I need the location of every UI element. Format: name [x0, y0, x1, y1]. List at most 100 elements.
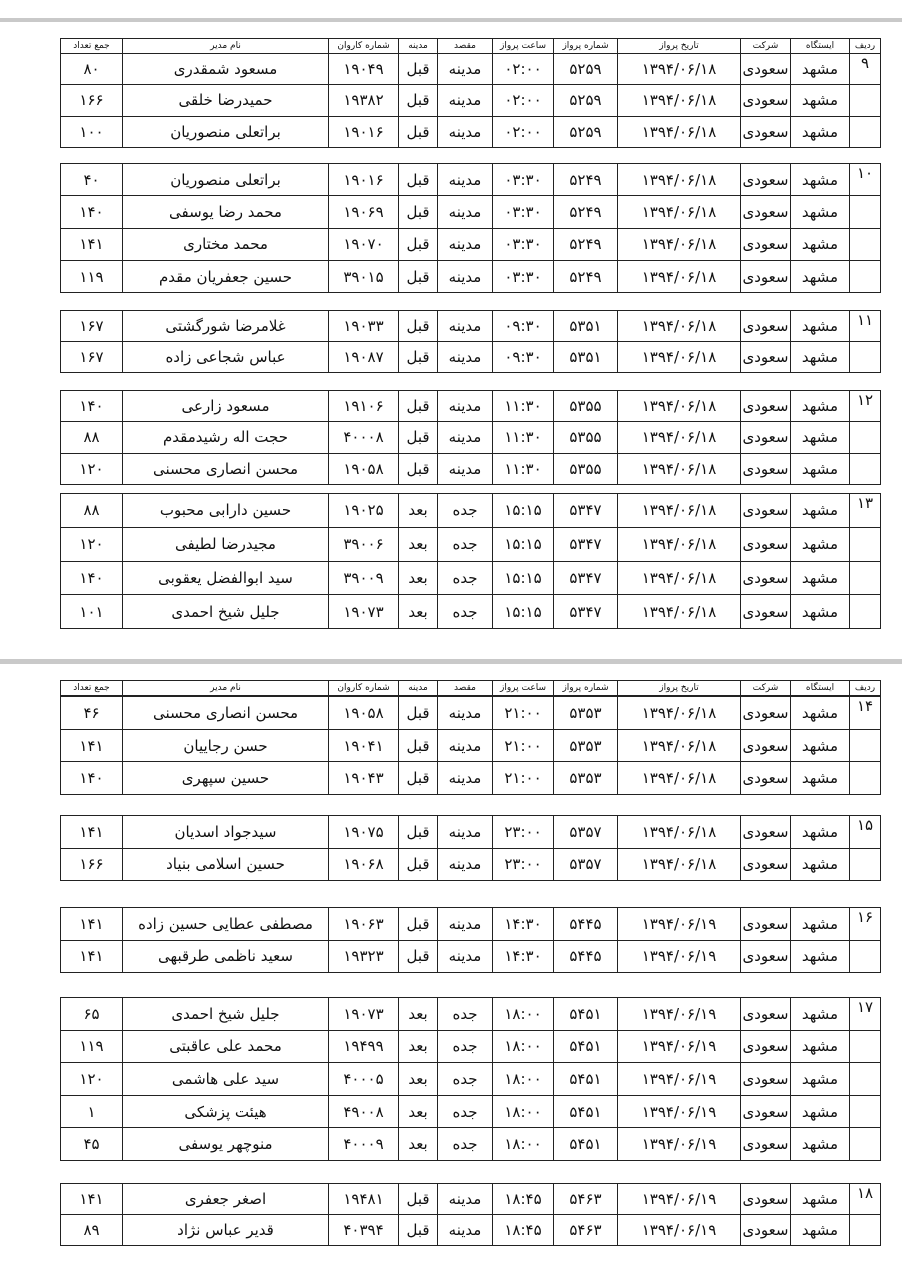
station: مشهد	[790, 52, 850, 86]
manager-name: اصغر جعفری	[122, 1183, 329, 1215]
column-header-row-number: ردیف	[849, 680, 881, 696]
row-number	[849, 1029, 881, 1064]
destination: جده	[437, 1094, 493, 1129]
caravan-number: ۱۹۰۶۳	[328, 907, 399, 941]
manager-name: جلیل شیخ احمدی	[122, 997, 329, 1031]
manager-name: عباس شجاعی زاده	[122, 341, 329, 373]
manager-name: سیدجواد اسدیان	[122, 815, 329, 849]
manager-name: حسین دارابی محبوب	[122, 493, 329, 528]
flight-number: ۵۳۴۷	[553, 493, 618, 528]
flight-time: ۰۹:۳۰	[492, 310, 554, 342]
company: سعودی	[740, 389, 791, 423]
row-number: ۱۰	[849, 162, 881, 197]
company: سعودی	[740, 728, 791, 763]
row-number: ۱۷	[849, 997, 881, 1031]
flight-group: ۱۲ مشهد سعودی ۱۳۹۴/۰۶/۱۸ ۵۳۵۵ ۱۱:۳۰ مدینه قبل ۱۹…	[60, 389, 881, 485]
table-row: مشهد سعودی ۱۳۹۴/۰۶/۱۸ ۵۳۵۷ ۲۳:۰۰ مدینه قبل ۱۹۰۶…	[60, 847, 881, 881]
manager-name: براتعلی منصوریان	[122, 115, 329, 148]
station: مشهد	[790, 84, 850, 117]
madinah: بعد	[398, 594, 438, 630]
destination: جده	[437, 560, 493, 596]
station: مشهد	[790, 997, 850, 1031]
company: سعودی	[740, 452, 791, 485]
station: مشهد	[790, 907, 850, 941]
destination: مدینه	[437, 162, 493, 197]
destination: مدینه	[437, 847, 493, 881]
row-number	[849, 452, 881, 485]
destination: مدینه	[437, 421, 493, 454]
flight-number: ۵۴۶۳	[553, 1214, 618, 1246]
flight-time: ۱۵:۱۵	[492, 594, 554, 630]
total-count: ۸۰	[60, 52, 123, 86]
flight-date: ۱۳۹۴/۰۶/۱۸	[617, 259, 741, 294]
destination: جده	[437, 493, 493, 528]
company: سعودی	[740, 1183, 791, 1215]
flight-date: ۱۳۹۴/۰۶/۱۸	[617, 195, 741, 229]
flight-date: ۱۳۹۴/۰۶/۱۸	[617, 421, 741, 454]
row-number	[849, 761, 881, 796]
flight-number: ۵۳۵۳	[553, 728, 618, 763]
manager-name: مجیدرضا لطیفی	[122, 526, 329, 562]
madinah: قبل	[398, 162, 438, 197]
flight-date: ۱۳۹۴/۰۶/۱۹	[617, 1214, 741, 1246]
table-row: مشهد سعودی ۱۳۹۴/۰۶/۱۸ ۵۳۴۷ ۱۵:۱۵ جده بعد ۳۹۰۰۶ م…	[60, 526, 881, 562]
total-count: ۸۸	[60, 421, 123, 454]
column-header-total-count: جمع تعداد	[60, 680, 123, 696]
caravan-number: ۱۹۰۴۳	[328, 761, 399, 796]
row-number	[849, 227, 881, 261]
column-header-madinah: مدینه	[398, 680, 438, 696]
madinah: قبل	[398, 847, 438, 881]
table-row: مشهد سعودی ۱۳۹۴/۰۶/۱۹ ۵۴۶۳ ۱۸:۴۵ مدینه قبل ۴۰۳۹…	[60, 1214, 881, 1246]
flight-time: ۰۳:۳۰	[492, 195, 554, 229]
company: سعودی	[740, 115, 791, 148]
destination: جده	[437, 594, 493, 630]
caravan-number: ۱۹۰۶۹	[328, 195, 399, 229]
column-header-madinah: مدینه	[398, 38, 438, 54]
flight-date: ۱۳۹۴/۰۶/۱۹	[617, 939, 741, 973]
station: مشهد	[790, 1062, 850, 1096]
flight-number: ۵۲۵۹	[553, 84, 618, 117]
madinah: قبل	[398, 195, 438, 229]
total-count: ۱۶۷	[60, 341, 123, 373]
manager-name: منوچهر یوسفی	[122, 1127, 329, 1161]
company: سعودی	[740, 1094, 791, 1129]
destination: مدینه	[437, 259, 493, 294]
row-number	[849, 526, 881, 562]
madinah: بعد	[398, 1029, 438, 1064]
station: مشهد	[790, 761, 850, 796]
caravan-number: ۱۹۰۶۸	[328, 847, 399, 881]
caravan-number: ۱۹۰۷۰	[328, 227, 399, 261]
total-count: ۱۶۷	[60, 310, 123, 342]
company: سعودی	[740, 1029, 791, 1064]
flight-time: ۰۳:۳۰	[492, 259, 554, 294]
flight-date: ۱۳۹۴/۰۶/۱۸	[617, 815, 741, 849]
madinah: قبل	[398, 1183, 438, 1215]
column-header-flight-date: تاریخ پرواز	[617, 38, 741, 54]
madinah: بعد	[398, 560, 438, 596]
table-header: ردیف ایستگاه شرکت تاریخ پرواز شماره پرواز ساع…	[60, 680, 881, 696]
company: سعودی	[740, 847, 791, 881]
flight-group: ۱۴ مشهد سعودی ۱۳۹۴/۰۶/۱۸ ۵۳۵۳ ۲۱:۰۰ مدینه قبل ۱۹…	[60, 696, 881, 796]
flight-time: ۱۵:۱۵	[492, 526, 554, 562]
column-header-manager-name: نام مدیر	[122, 680, 329, 696]
destination: جده	[437, 1062, 493, 1096]
flight-group: ۱۷ مشهد سعودی ۱۳۹۴/۰۶/۱۹ ۵۴۵۱ ۱۸:۰۰ جده بعد ۱۹۰۷…	[60, 997, 881, 1161]
madinah: بعد	[398, 1062, 438, 1096]
table-row: مشهد سعودی ۱۳۹۴/۰۶/۱۹ ۵۴۵۱ ۱۸:۰۰ جده بعد ۴۰۰۰۹ م…	[60, 1127, 881, 1161]
company: سعودی	[740, 997, 791, 1031]
madinah: بعد	[398, 493, 438, 528]
flight-number: ۵۳۴۷	[553, 526, 618, 562]
caravan-number: ۱۹۰۷۵	[328, 815, 399, 849]
flight-date: ۱۳۹۴/۰۶/۱۸	[617, 52, 741, 86]
manager-name: غلامرضا شورگشتی	[122, 310, 329, 342]
company: سعودی	[740, 815, 791, 849]
caravan-number: ۱۹۳۲۳	[328, 939, 399, 973]
madinah: قبل	[398, 815, 438, 849]
row-number	[849, 1127, 881, 1161]
flight-time: ۰۹:۳۰	[492, 341, 554, 373]
manager-name: محسن انصاری محسنی	[122, 452, 329, 485]
column-header-flight-number: شماره پرواز	[553, 680, 618, 696]
flight-time: ۱۸:۰۰	[492, 997, 554, 1031]
caravan-number: ۱۹۴۸۱	[328, 1183, 399, 1215]
total-count: ۱۶۶	[60, 84, 123, 117]
